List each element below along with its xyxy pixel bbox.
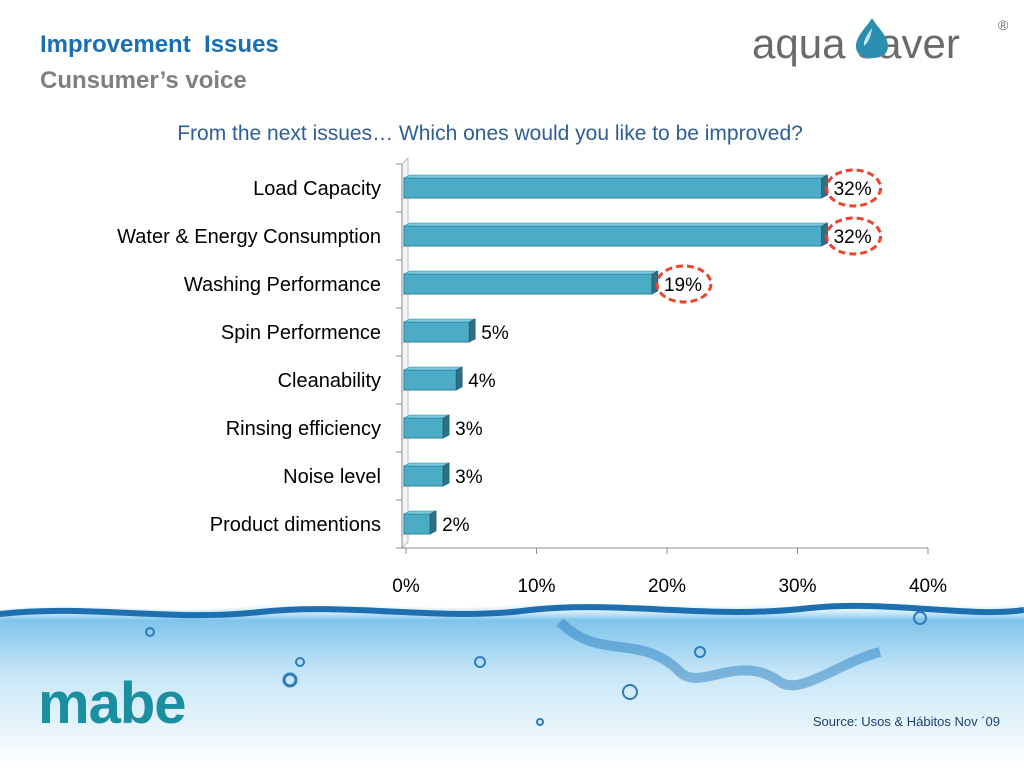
bar-top-face	[403, 366, 463, 371]
water-drop-icon	[856, 18, 888, 58]
value-label: 32%	[834, 179, 872, 200]
slide-subtitle: Cunsumer’s voice	[40, 67, 247, 94]
chart-x-axis: 0% 10% 20% 30% 40%	[392, 548, 947, 597]
bar	[403, 273, 653, 295]
value-label: 4%	[468, 371, 496, 392]
bar	[403, 321, 470, 343]
aqua-saver-logo: aqua saver ®	[752, 17, 1009, 67]
value-label: 3%	[455, 419, 483, 440]
category-label: Rinsing efficiency	[226, 418, 381, 440]
bar	[403, 417, 444, 439]
chart-category-labels: Load Capacity Water & Energy Consumption W…	[117, 178, 381, 536]
bar-end-cap	[468, 318, 476, 343]
category-label: Load Capacity	[253, 178, 381, 200]
category-label: Washing Performance	[184, 274, 381, 296]
x-tick-label: 10%	[517, 576, 555, 597]
bar	[403, 465, 444, 487]
bar-end-cap	[442, 414, 450, 439]
chart-bars	[403, 174, 828, 535]
bar	[403, 369, 457, 391]
improvement-bar-chart: Load Capacity Water & Energy Consumption W…	[117, 156, 947, 597]
survey-question: From the next issues… Which ones would y…	[177, 122, 803, 145]
bar-top-face	[403, 414, 450, 419]
slide-title: Improvement Issues	[40, 31, 279, 58]
value-label: 2%	[442, 515, 470, 536]
registered-mark: ®	[998, 17, 1009, 33]
value-label: 3%	[455, 467, 483, 488]
category-label: Product dimentions	[210, 514, 381, 536]
chart-frame	[396, 156, 928, 550]
value-label: 19%	[664, 275, 702, 296]
bar-top-face	[403, 270, 659, 275]
value-label: 32%	[834, 227, 872, 248]
category-label: Spin Performence	[221, 322, 381, 344]
source-note: Source: Usos & Hábitos Nov ´09	[812, 714, 1000, 729]
x-tick-label: 20%	[648, 576, 686, 597]
bar-end-cap	[442, 462, 450, 487]
water-splash-image	[0, 599, 1024, 768]
highlight-circle	[825, 168, 883, 208]
x-tick-label: 0%	[392, 576, 420, 597]
bar-top-face	[403, 174, 828, 179]
bar	[403, 513, 431, 535]
x-tick-label: 40%	[909, 576, 947, 597]
category-label: Water & Energy Consumption	[117, 226, 381, 248]
aqua-saver-logo-text: aqua saver	[752, 20, 960, 67]
x-tick-label: 30%	[778, 576, 816, 597]
chart-value-labels: 32% 32% 19% 5% 4% 3% 3% 2%	[442, 168, 883, 536]
bar	[403, 177, 823, 199]
bar-end-cap	[429, 510, 437, 535]
category-label: Noise level	[283, 466, 381, 488]
bar-top-face	[403, 462, 450, 467]
value-label: 5%	[481, 323, 509, 344]
mabe-logo: mabe	[38, 671, 187, 736]
bar-top-face	[403, 222, 828, 227]
category-label: Cleanability	[278, 370, 381, 392]
highlight-circle	[825, 216, 883, 256]
highlight-circle	[655, 264, 713, 304]
bar-end-cap	[455, 366, 463, 391]
bar-top-face	[403, 318, 476, 323]
chart-back-wall	[401, 156, 409, 550]
bar	[403, 225, 823, 247]
